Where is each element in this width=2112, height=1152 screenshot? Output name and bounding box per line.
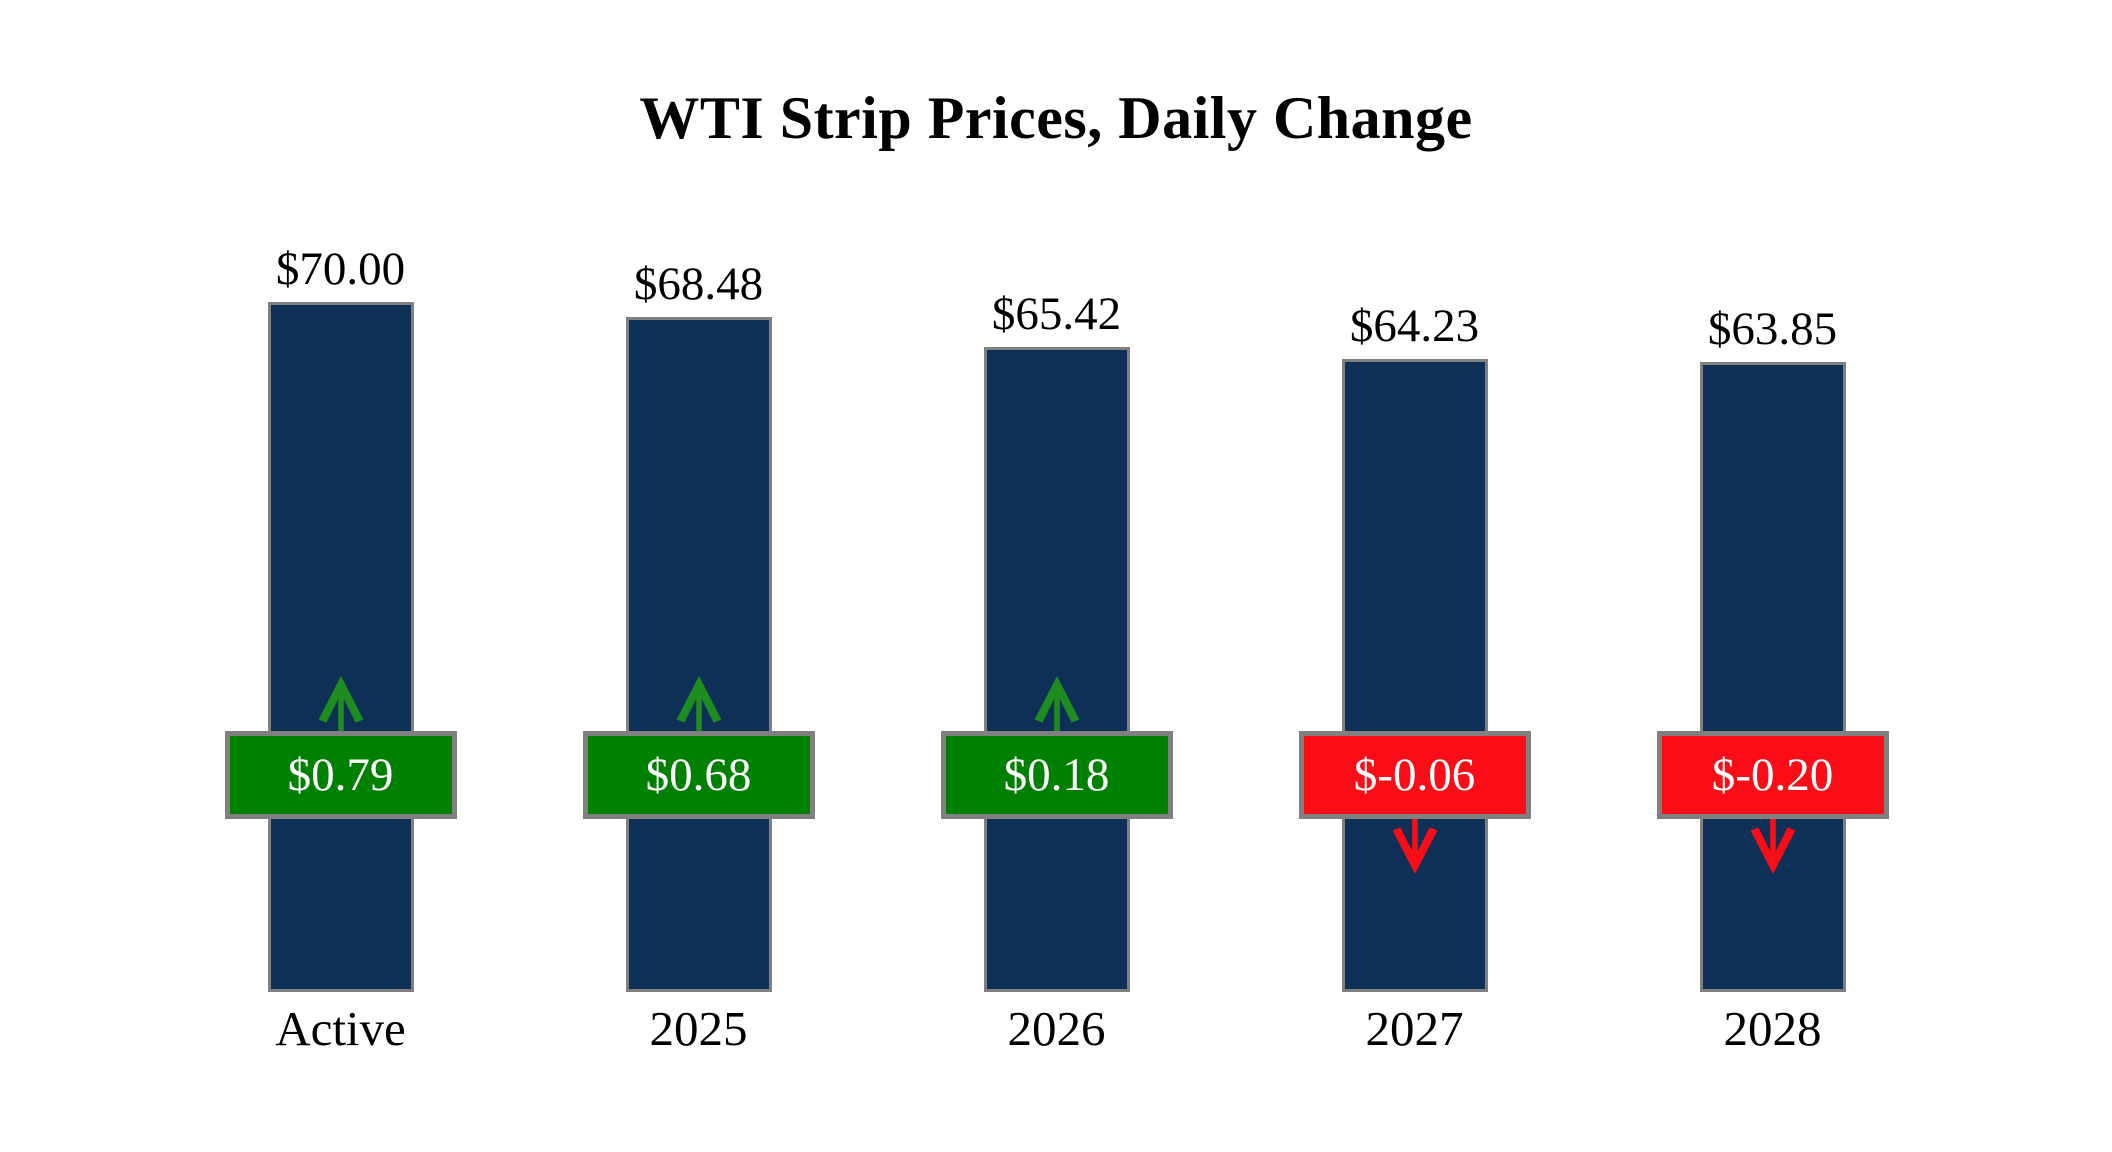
price-label: $65.42	[991, 288, 1122, 340]
change-arrow-icon	[318, 676, 363, 733]
change-value: $0.18	[1003, 748, 1110, 801]
category-label: 2026	[1007, 1001, 1106, 1056]
change-arrow-icon	[1392, 817, 1437, 874]
change-value: $-0.20	[1711, 748, 1834, 801]
change-value: $-0.06	[1353, 748, 1476, 801]
change-arrow-icon	[1034, 676, 1079, 733]
price-label: $70.00	[275, 243, 406, 295]
change-badge[interactable]: $0.18	[940, 731, 1173, 819]
change-value: $0.79	[287, 748, 394, 801]
bar[interactable]	[625, 317, 772, 992]
category-label: 2027	[1365, 1001, 1464, 1056]
category-label: 2028	[1723, 1001, 1822, 1056]
change-badge[interactable]: $0.68	[582, 731, 815, 819]
bar[interactable]	[983, 347, 1130, 992]
change-badge[interactable]: $-0.20	[1656, 731, 1889, 819]
bar[interactable]	[267, 302, 414, 992]
price-label: $63.85	[1707, 303, 1838, 355]
category-label: 2025	[649, 1001, 748, 1056]
category-label: Active	[275, 1001, 406, 1056]
price-label: $68.48	[633, 258, 764, 310]
change-value: $0.68	[645, 748, 752, 801]
chart-title: WTI Strip Prices, Daily Change	[639, 85, 1473, 151]
change-badge[interactable]: $0.79	[224, 731, 457, 819]
bar[interactable]	[1341, 359, 1488, 992]
change-arrow-icon	[676, 676, 721, 733]
change-badge[interactable]: $-0.06	[1298, 731, 1531, 819]
bar[interactable]	[1699, 362, 1846, 992]
change-arrow-icon	[1750, 817, 1795, 874]
price-label: $64.23	[1349, 300, 1480, 352]
